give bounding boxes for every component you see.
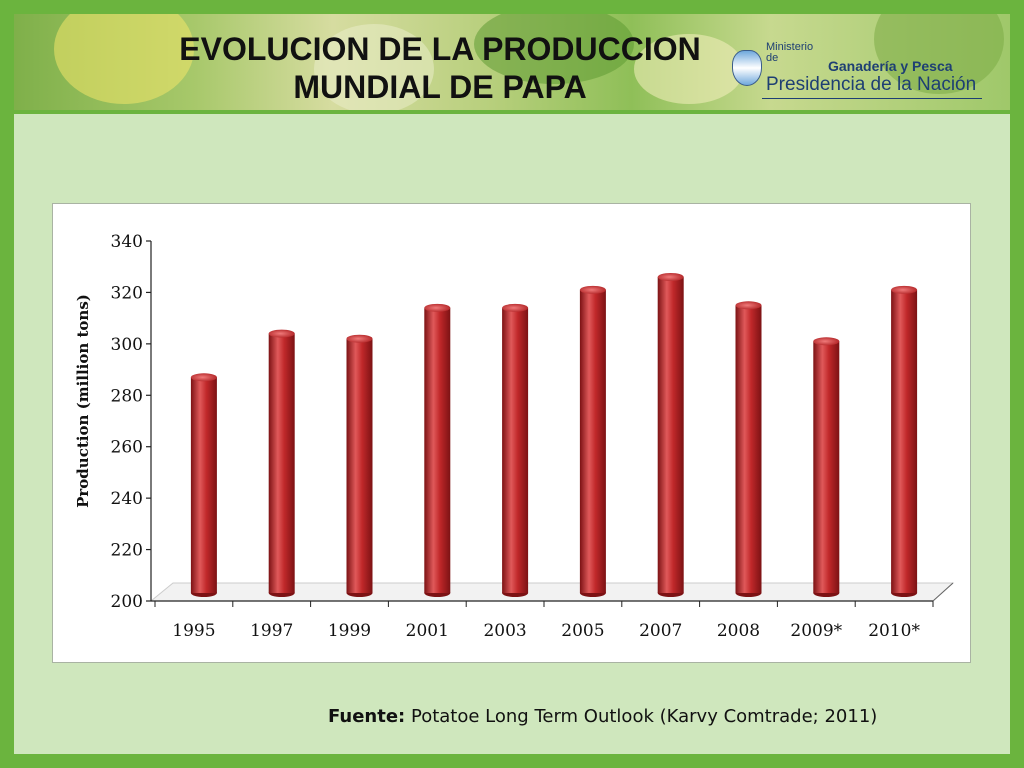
ministry-prefix: Ministerio de — [766, 41, 814, 64]
y-tick-label: 340 — [111, 232, 143, 252]
bar — [190, 373, 217, 597]
coat-of-arms-icon — [732, 50, 762, 86]
x-axis: 1995 1997 1999 2001 2003 2005 2007 2008 2009* 201… — [151, 582, 954, 641]
slide-title: EVOLUCION DE LA PRODUCCION MUNDIAL DE PA… — [179, 31, 701, 105]
bar — [657, 273, 684, 597]
bar-cap — [190, 373, 217, 382]
bar-cap — [813, 337, 840, 346]
y-tick-label: 240 — [111, 489, 143, 509]
bar — [891, 285, 918, 597]
source-note: Fuente: Potatoe Long Term Outlook (Karvy… — [328, 706, 877, 727]
bar — [579, 285, 606, 597]
bar — [424, 303, 451, 597]
bar-cap — [657, 273, 684, 281]
source-text: Potatoe Long Term Outlook (Karvy Comtrad… — [410, 706, 878, 727]
x-tick-label: 1999 — [328, 621, 371, 641]
x-tick-label: 1997 — [250, 621, 293, 641]
bar — [268, 329, 295, 597]
bar-body — [502, 307, 529, 593]
bar-body — [346, 338, 373, 593]
bar-series — [190, 273, 918, 597]
x-tick-label: 2003 — [483, 621, 526, 641]
bar-body — [579, 289, 606, 593]
bar — [502, 303, 529, 597]
bar-cap — [424, 303, 451, 312]
bar — [813, 337, 840, 597]
bar-body — [735, 305, 762, 593]
bar-body — [657, 277, 684, 593]
y-axis: 200 220 240 260 280 300 320 340 — [111, 232, 152, 612]
x-tick-label: 2008 — [717, 621, 760, 641]
bar — [346, 334, 373, 597]
banner-divider — [14, 110, 1010, 114]
y-tick-label: 280 — [111, 386, 143, 406]
y-tick-label: 220 — [111, 541, 143, 561]
bar-cap — [891, 285, 918, 294]
bar-body — [190, 377, 217, 593]
bar-body — [424, 307, 451, 593]
y-tick-label: 260 — [111, 438, 143, 458]
y-tick-label: 200 — [111, 592, 143, 612]
x-tick-label: 1995 — [172, 621, 215, 641]
bar-cap — [579, 285, 606, 294]
bar-cap — [346, 334, 373, 343]
ministry-name: Ganadería y Pesca — [828, 58, 953, 74]
bar-body — [891, 289, 918, 593]
x-axis-depth-line — [932, 582, 954, 602]
bar-chart: 200 220 240 260 280 300 320 340 1995 1997 1999 200… — [74, 232, 955, 641]
bar-cap — [268, 329, 295, 338]
bar-cap — [502, 303, 529, 312]
x-tick-label: 2009* — [790, 621, 842, 641]
source-label: Fuente: — [328, 706, 406, 727]
ministry-logo: Ministerio de Ganadería y Pesca Presiden… — [732, 40, 994, 100]
x-tick-label: 2001 — [406, 621, 449, 641]
y-tick-label: 320 — [111, 283, 143, 303]
bar-body — [268, 333, 295, 593]
presidencia-label: Presidencia de la Nación — [766, 74, 977, 95]
bar-body — [813, 341, 840, 593]
chart-container: 200 220 240 260 280 300 320 340 1995 1997 1999 200… — [52, 203, 971, 663]
x-tick-label: 2010* — [868, 621, 920, 641]
header-banner: Ministerio de Ganadería y Pesca Presiden… — [14, 14, 1010, 112]
y-tick-label: 300 — [111, 335, 143, 355]
bar-cap — [735, 301, 762, 310]
bar — [735, 301, 762, 597]
x-tick-label: 2007 — [639, 621, 682, 641]
x-tick-label: 2005 — [561, 621, 604, 641]
logo-underline — [762, 98, 982, 99]
y-axis-label: Production (million tons) — [74, 294, 92, 508]
